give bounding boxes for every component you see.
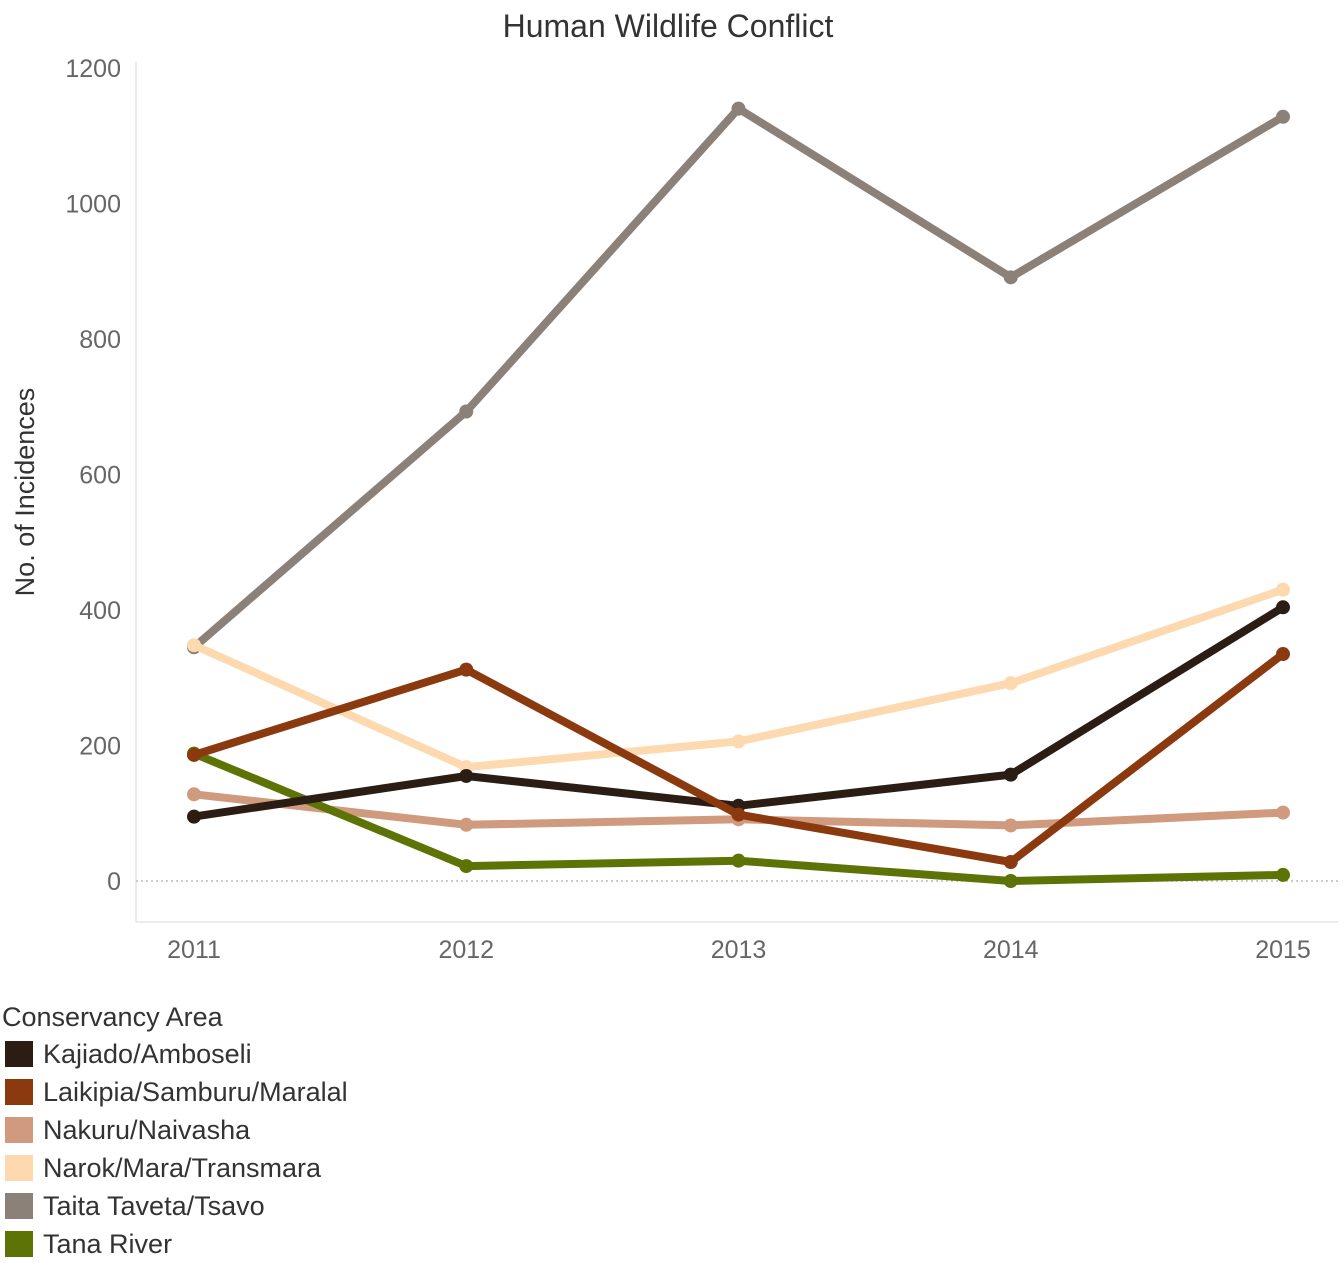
y-tick-labels: 0 200 400 600 800 1000 1200 — [65, 55, 121, 896]
series-layer — [187, 101, 1290, 888]
y-tick-label: 800 — [79, 326, 121, 354]
legend-item-kajiado-amboseli[interactable]: Kajiado/Amboseli — [2, 1035, 348, 1073]
data-point[interactable] — [1276, 582, 1290, 597]
data-point[interactable] — [1276, 600, 1290, 615]
data-point[interactable] — [1276, 109, 1290, 124]
series-line[interactable] — [190, 104, 1287, 652]
data-point[interactable] — [187, 638, 201, 653]
legend-swatch — [5, 1117, 33, 1143]
data-point[interactable] — [731, 734, 746, 749]
data-point[interactable] — [1276, 805, 1290, 820]
x-tick-label: 2012 — [438, 936, 494, 964]
data-point[interactable] — [1276, 647, 1290, 662]
data-point[interactable] — [1003, 676, 1018, 691]
legend: Conservancy Area Kajiado/Amboseli Laikip… — [2, 1001, 348, 1263]
line-chart: Human Wildlife Conflict No. of Incidence… — [10, 8, 1338, 964]
legend-item-narok-mara-transmara[interactable]: Narok/Mara/Transmara — [2, 1149, 348, 1187]
series-line[interactable] — [190, 650, 1287, 866]
legend-item-taita-taveta-tsavo[interactable]: Taita Taveta/Tsavo — [2, 1187, 348, 1225]
chart-title: Human Wildlife Conflict — [503, 8, 834, 44]
y-tick-label: 400 — [79, 597, 121, 625]
legend-swatch — [5, 1193, 33, 1219]
data-point[interactable] — [459, 768, 474, 783]
data-point[interactable] — [459, 662, 474, 677]
data-point[interactable] — [731, 807, 746, 822]
data-point[interactable] — [1003, 874, 1018, 888]
data-point[interactable] — [1003, 270, 1018, 285]
data-point[interactable] — [187, 809, 201, 824]
legend-label: Tana River — [43, 1228, 173, 1259]
y-tick-label: 1200 — [65, 55, 121, 83]
data-point[interactable] — [1276, 867, 1290, 882]
legend-label: Narok/Mara/Transmara — [43, 1152, 322, 1183]
data-point[interactable] — [187, 787, 201, 802]
series-group — [187, 101, 1290, 655]
data-point[interactable] — [1003, 855, 1018, 870]
data-point[interactable] — [1003, 767, 1018, 782]
series-group — [187, 600, 1290, 824]
legend-title: Conservancy Area — [2, 1002, 223, 1032]
legend-label: Kajiado/Amboseli — [43, 1038, 252, 1069]
data-point[interactable] — [731, 853, 746, 868]
legend-swatch — [5, 1041, 33, 1067]
x-tick-label: 2014 — [983, 936, 1039, 964]
legend-item-tana-river[interactable]: Tana River — [2, 1225, 348, 1263]
y-tick-label: 600 — [79, 462, 121, 490]
x-tick-labels: 2011 2012 2013 2014 2015 — [167, 936, 1311, 964]
y-tick-label: 1000 — [65, 191, 121, 219]
y-axis-label: No. of Incidences — [10, 388, 40, 597]
y-tick-label: 200 — [79, 733, 121, 761]
legend-label: Taita Taveta/Tsavo — [43, 1190, 265, 1221]
data-point[interactable] — [731, 101, 746, 116]
data-point[interactable] — [187, 747, 201, 762]
data-point[interactable] — [459, 404, 474, 419]
series-line[interactable] — [190, 603, 1287, 821]
legend-swatch — [5, 1155, 33, 1181]
x-tick-label: 2013 — [711, 936, 767, 964]
legend-item-nakuru-naivasha[interactable]: Nakuru/Naivasha — [2, 1111, 348, 1149]
x-tick-label: 2011 — [167, 936, 221, 964]
legend-label: Laikipia/Samburu/Maralal — [43, 1076, 348, 1107]
series-group — [187, 647, 1290, 870]
legend-swatch — [5, 1079, 33, 1105]
legend-label: Nakuru/Naivasha — [43, 1114, 251, 1145]
y-tick-label: 0 — [107, 868, 121, 896]
data-point[interactable] — [459, 817, 474, 832]
data-point[interactable] — [459, 859, 474, 874]
series-group — [187, 582, 1290, 775]
x-tick-label: 2015 — [1255, 936, 1311, 964]
legend-item-laikipia-samburu-maralal[interactable]: Laikipia/Samburu/Maralal — [2, 1073, 348, 1111]
legend-swatch — [5, 1231, 33, 1257]
data-point[interactable] — [1003, 818, 1018, 833]
